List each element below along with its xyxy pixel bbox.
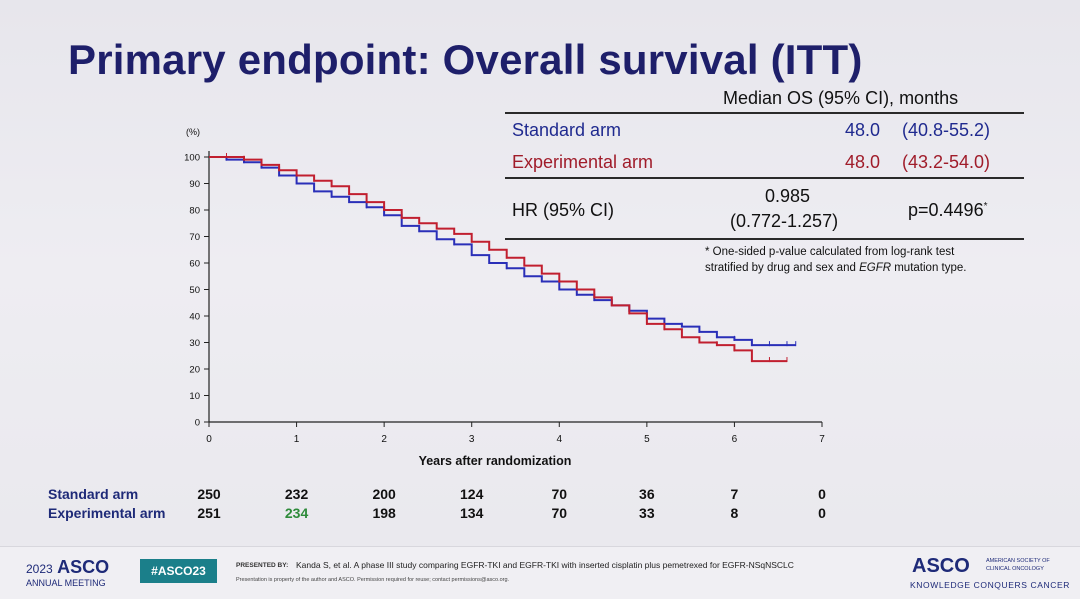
table-rule-bottom [505,238,1024,240]
risk-value: 0 [818,486,826,502]
standard-arm-label: Standard arm [512,120,622,140]
meeting-year: 2023 [26,562,53,576]
risk-value: 124 [460,486,484,502]
risk-value: 36 [639,486,655,502]
society-line-2: CLINICAL ONCOLOGY [986,566,1044,572]
hr-label: HR (95% CI) [512,200,615,220]
annual-meeting-text: ANNUAL MEETING [26,578,106,588]
presented-by-label: PRESENTED BY: [236,562,289,569]
x-tick-label: 6 [732,434,738,445]
risk-value: 8 [730,505,739,521]
chart-axes: 0 10 20 30 40 50 60 70 80 90 100 0 1 2 3 4 5 6 7 (%) Years a… [184,127,825,468]
y-tick-label: 20 [189,365,200,376]
y-tick-label: 80 [189,206,200,217]
risk-value: 232 [284,486,309,502]
standard-arm-median: 48.0 [845,120,881,140]
risk-value: 200 [372,486,396,502]
y-tick-label: 0 [195,418,200,429]
risk-row-label-experimental: Experimental arm [48,505,166,521]
y-tick-label: 60 [189,259,200,270]
table-rule-top [505,112,1024,114]
y-tick-label: 70 [189,232,200,243]
x-axis-label: Years after randomization [419,454,572,468]
footnote-line-2: stratified by drug and sex and EGFR muta… [705,262,967,274]
asco-logo-right: ASCO [912,555,970,577]
x-tick-label: 5 [644,434,650,445]
risk-value: 0 [818,505,826,521]
y-tick-label: 90 [189,179,200,190]
risk-value: 33 [639,505,655,521]
y-axis-label: (%) [186,127,200,137]
x-tick-label: 3 [469,434,475,445]
risk-value: 234 [284,505,309,521]
experimental-arm-label: Experimental arm [512,152,654,172]
hashtag-badge: #ASCO23 [140,559,217,583]
x-tick-label: 4 [557,434,563,445]
meeting-asco: ASCO [57,557,110,577]
footer-bar: 2023 ASCO ANNUAL MEETING #ASCO23 PRESENT… [0,546,1080,599]
risk-value: 251 [197,505,221,521]
experimental-arm-ci: (43.2-54.0) [902,152,991,172]
footnote-line-1: * One-sided p-value calculated from log-… [705,246,955,258]
x-tick-label: 2 [381,434,387,445]
table-header: Median OS (95% CI), months [723,88,959,108]
y-tick-label: 30 [189,338,200,349]
risk-value: 134 [460,505,484,521]
chart-series [209,153,797,363]
risk-value: 70 [551,486,568,502]
risk-value: 7 [730,486,739,502]
y-tick-label: 100 [184,153,200,164]
x-tick-label: 0 [206,434,212,445]
y-tick-label: 40 [189,312,200,323]
tagline: KNOWLEDGE CONQUERS CANCER [910,580,1070,590]
meeting-logo: 2023 ASCO [26,557,109,578]
x-tick-label: 1 [294,434,300,445]
y-tick-label: 50 [189,285,200,296]
series-line-standard [209,156,796,347]
presenter-citation: Kanda S, et al. A phase III study compar… [296,560,794,570]
hr-value: 0.985 [765,186,811,206]
table-rule-middle [505,177,1024,179]
slide-title: Primary endpoint: Overall survival (ITT) [68,36,863,83]
society-line-1: AMERICAN SOCIETY OF [986,558,1050,564]
hr-ci: (0.772-1.257) [730,211,839,231]
standard-arm-ci: (40.8-55.2) [902,120,991,140]
x-tick-label: 7 [819,434,825,445]
disclaimer-text: Presentation is property of the author a… [236,577,510,583]
p-value: p=0.4496* [908,200,988,220]
risk-value: 70 [551,505,568,521]
risk-value: 250 [197,486,221,502]
experimental-arm-median: 48.0 [845,152,881,172]
y-tick-label: 10 [189,391,200,402]
risk-row-label-standard: Standard arm [48,486,139,502]
risk-value: 198 [372,505,396,521]
